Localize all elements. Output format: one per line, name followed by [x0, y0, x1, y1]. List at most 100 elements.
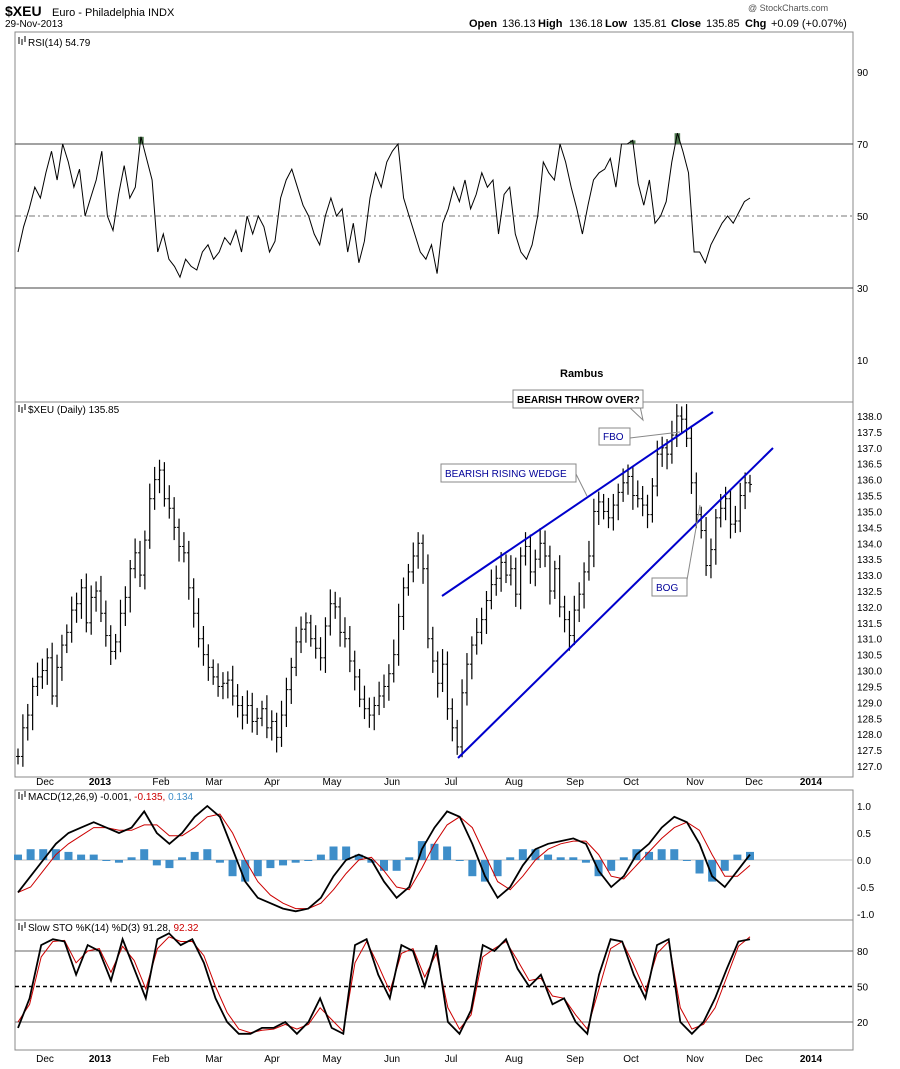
price-bar: [713, 509, 718, 565]
price-bar: [455, 719, 460, 755]
price-bar: [435, 651, 440, 698]
stoch-label: Slow STO %K(14) %D(3): [28, 923, 140, 934]
macd-histogram-bar: [645, 851, 654, 860]
macd-signal-line: [17, 813, 751, 910]
macd-histogram-bar: [190, 851, 199, 860]
rsi-label: RSI(14): [28, 38, 62, 49]
description: Euro - Philadelphia INDX: [52, 7, 175, 19]
stoch-k-value: 91.28,: [143, 923, 171, 934]
high-value: 136.18: [569, 18, 603, 30]
macd-histogram-bar: [342, 846, 351, 860]
price-bar: [98, 575, 103, 623]
rsi-tick-label: 90: [857, 68, 869, 79]
macd-histogram-bar: [152, 860, 161, 866]
month-label: Sep: [566, 1054, 584, 1065]
price-bar: [445, 651, 450, 720]
macd-histogram-bar: [405, 857, 414, 860]
price-bar: [128, 559, 133, 613]
macd-histogram-bar: [77, 854, 86, 860]
price-tick-label: 134.5: [857, 523, 882, 534]
price-bar: [382, 674, 386, 708]
bog-pointer: [686, 504, 701, 581]
price-bar: [89, 585, 94, 635]
price-bar: [318, 637, 323, 671]
macd-histogram-bar: [443, 846, 452, 860]
price-bar: [30, 677, 35, 731]
price-bar: [689, 425, 694, 494]
symbol: $XEU: [5, 3, 42, 19]
fbo-callout: [598, 427, 631, 446]
price-bar: [748, 474, 752, 493]
quote-date: 29-Nov-2013: [5, 19, 63, 30]
price-bar: [464, 653, 469, 706]
month-label: Dec: [745, 777, 763, 788]
price-tick-label: 135.5: [857, 492, 882, 503]
price-bar: [513, 557, 518, 607]
macd-histogram-bar: [531, 849, 540, 860]
rsi-overbought-fill: [674, 133, 681, 144]
price-bar: [508, 555, 513, 586]
price-bar: [118, 599, 123, 653]
chg-label: Chg: [745, 18, 766, 30]
price-tick-label: 131.0: [857, 635, 882, 646]
wedge-callout: [440, 463, 577, 483]
rsi-tick-label: 10: [857, 356, 869, 367]
month-label: Mar: [205, 777, 223, 788]
month-label: Nov: [686, 777, 704, 788]
macd-histogram-bar: [518, 849, 527, 860]
price-tick-label: 136.5: [857, 460, 882, 471]
price-bar: [313, 625, 318, 659]
price-bar: [523, 532, 528, 566]
price-bar: [191, 578, 196, 628]
price-bar: [50, 642, 55, 705]
price-bar: [738, 482, 743, 533]
price-bar: [660, 436, 665, 467]
price-bar: [94, 581, 99, 612]
price-bar: [577, 582, 582, 623]
price-bar: [25, 703, 30, 741]
price-bar: [425, 554, 430, 649]
price-panel: [14, 401, 854, 778]
macd-histogram-bar: [708, 860, 717, 882]
price-bar: [113, 633, 118, 660]
price-tick-label: 132.5: [857, 587, 882, 598]
price-bar: [543, 530, 548, 568]
month-label: 2014: [800, 777, 823, 788]
price-tick-label: 129.5: [857, 682, 882, 693]
price-bar: [284, 677, 289, 728]
macd-histogram-bar: [733, 854, 742, 860]
month-label: Feb: [152, 1054, 170, 1065]
throwover-callout: [512, 389, 644, 409]
price-tick-label: 130.5: [857, 651, 882, 662]
month-label: Sep: [566, 777, 584, 788]
price-bar: [494, 565, 499, 596]
price-bar: [294, 626, 299, 677]
macd-tick-label: -1.0: [857, 910, 875, 921]
price-bar: [64, 624, 69, 654]
month-label: Apr: [264, 777, 280, 788]
macd-histogram-bar: [556, 857, 565, 860]
price-bar: [469, 636, 474, 680]
price-label: $XEU (Daily): [28, 405, 86, 416]
macd-histogram-bar: [493, 860, 502, 877]
price-bar: [216, 663, 221, 697]
price-bar: [167, 485, 172, 519]
price-bar: [35, 662, 40, 696]
macd-histogram-bar: [253, 860, 262, 877]
price-bar: [386, 664, 391, 701]
open-label: Open: [469, 18, 497, 30]
wedge-upper-trendline: [441, 411, 714, 597]
high-label: High: [538, 18, 563, 30]
price-bar: [567, 610, 572, 651]
price-bar: [196, 598, 201, 648]
macd-label: MACD(12,26,9): [28, 792, 97, 803]
stoch-d-value: 92.32: [173, 923, 198, 934]
price-bar: [245, 690, 250, 724]
price-bar: [411, 542, 416, 583]
month-label: Oct: [623, 777, 639, 788]
price-bar: [479, 607, 484, 645]
macd-histogram-bar: [127, 857, 136, 860]
macd-tick-label: 0.5: [857, 829, 871, 840]
price-bar: [250, 692, 255, 733]
rsi-value: 54.79: [65, 38, 90, 49]
